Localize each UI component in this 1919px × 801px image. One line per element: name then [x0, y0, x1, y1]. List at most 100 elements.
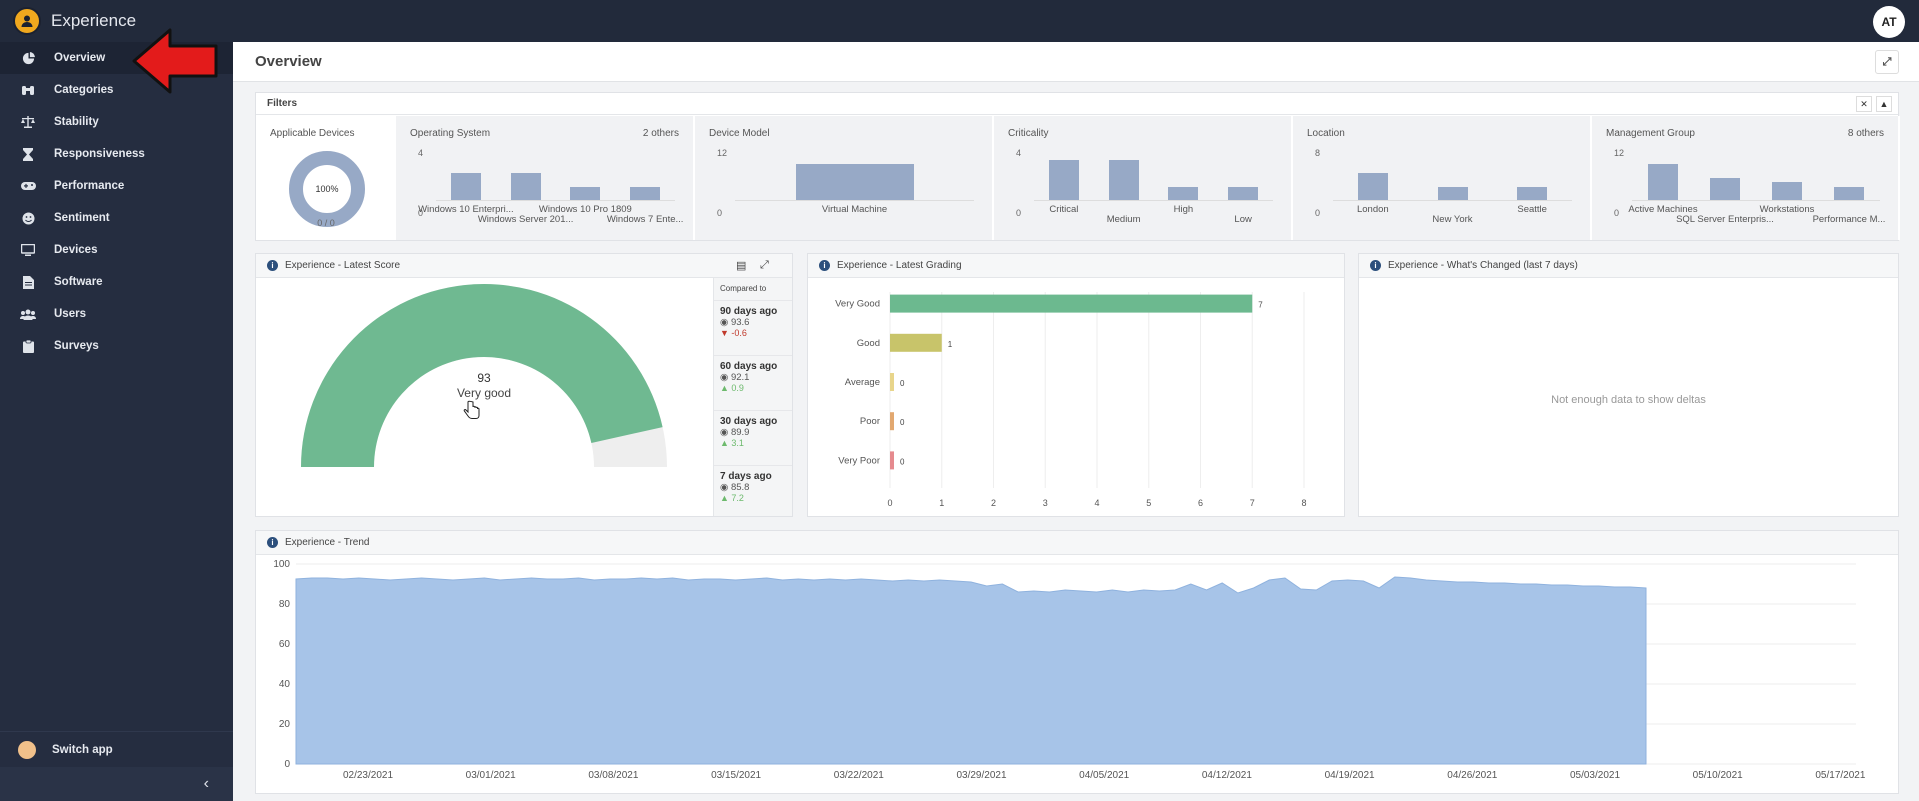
caret-up-icon: ▲ [1879, 99, 1889, 109]
filter-bar[interactable] [510, 173, 541, 200]
filter-bar[interactable] [1834, 186, 1864, 200]
filter-bar[interactable] [570, 186, 601, 200]
info-icon[interactable]: i [267, 537, 278, 548]
filter-bar[interactable] [1772, 182, 1802, 200]
filter-bar-label: London [1356, 204, 1389, 215]
expand-icon[interactable]: ⤢ [760, 259, 769, 271]
score-value: 93 [477, 371, 491, 385]
sidebar-item-label: Responsiveness [54, 148, 145, 160]
sidebar-item-categories[interactable]: Categories [0, 74, 233, 106]
x-tick-label: 05/03/2021 [1570, 770, 1620, 781]
comparison-delta: -0.6 [731, 328, 747, 338]
collapse-filters-button[interactable]: ▲ [1876, 96, 1892, 112]
bar-value-label: 7 [1258, 301, 1263, 310]
sidebar-item-stability[interactable]: Stability [0, 106, 233, 138]
filter-bar-label: SQL Server Enterpris... [1676, 214, 1774, 225]
collapse-sidebar-button[interactable]: ‹ [0, 767, 233, 801]
filter-bar[interactable] [1357, 173, 1388, 200]
filter-bar-label: Workstations [1759, 204, 1815, 215]
y-category-label: Very Good [835, 299, 880, 310]
filter-label: Operating System [410, 128, 491, 139]
x-tick-label: 04/26/2021 [1447, 770, 1497, 781]
table-view-icon[interactable]: ▤ [736, 260, 747, 272]
grading-bar[interactable] [890, 333, 942, 352]
info-icon[interactable]: i [267, 260, 278, 271]
applicable-devices-count: 0 / 0 [317, 218, 335, 228]
sidebar-item-devices[interactable]: Devices [0, 234, 233, 266]
comparison-delta-row: ▲ 7.2 [720, 493, 792, 503]
filter-bar[interactable] [1437, 186, 1468, 200]
switch-app-button[interactable]: Switch app [0, 731, 233, 767]
filter-bar-label: Windows 10 Pro 1809 [538, 204, 632, 215]
fullscreen-button[interactable]: ⤢ [1875, 50, 1899, 74]
x-tick-label: 03/01/2021 [466, 770, 516, 781]
binoculars-icon [20, 83, 36, 97]
main-content: Overview ⤢ Filters ✕ ▲ Applicable Device… [233, 42, 1919, 801]
filter-device-model[interactable]: Device Model 12 0 Virtual Machine [695, 116, 994, 240]
filter-criticality[interactable]: Criticality 4 0 Critical Medium High Low [994, 116, 1293, 240]
x-tick-label: 04/05/2021 [1079, 770, 1129, 781]
y-tick-label: 40 [279, 679, 291, 690]
app-logo-icon[interactable] [13, 7, 41, 35]
x-tick-label: 03/29/2021 [956, 770, 1006, 781]
app-title: Experience [51, 11, 137, 30]
x-tick-label: 03/15/2021 [711, 770, 761, 781]
top-bar: Experience AT [0, 0, 1919, 42]
sidebar-item-responsiveness[interactable]: Responsiveness [0, 138, 233, 170]
y-tick-label: 100 [273, 559, 290, 570]
trend-area[interactable] [295, 576, 1647, 765]
sidebar-item-users[interactable]: Users [0, 298, 233, 330]
x-tick-label: 04/12/2021 [1202, 770, 1252, 781]
grading-bar[interactable] [890, 451, 894, 470]
filter-bar[interactable] [1517, 186, 1548, 200]
filter-bar[interactable] [1108, 159, 1139, 200]
filter-operating-system[interactable]: Operating System 2 others 4 0 Windows 10 Ent… [396, 116, 695, 240]
x-tick-label: 1 [939, 498, 944, 508]
filter-label: Location [1307, 128, 1345, 139]
expand-icon: ⤢ [1882, 55, 1892, 68]
filter-location[interactable]: Location 8 0 London New York Seattle [1293, 116, 1592, 240]
filter-management-group[interactable]: Management Group 8 others 12 0 Active Machin… [1592, 116, 1900, 240]
filters-header: Filters [256, 93, 1898, 115]
filter-axis-zero: 0 [418, 208, 424, 218]
grading-bar[interactable] [890, 294, 1253, 313]
info-icon[interactable]: i [1370, 260, 1381, 271]
filter-axis-zero: 0 [1016, 208, 1022, 218]
comparison-period: 90 days ago [720, 306, 778, 317]
filter-bar[interactable] [1710, 177, 1740, 200]
page-header: Overview ⤢ [233, 42, 1919, 82]
info-icon[interactable]: i [819, 260, 830, 271]
panel-title: Experience - Latest Score [285, 260, 401, 271]
gauge-icon: ◉ [720, 482, 731, 493]
bar-value-label: 0 [900, 379, 905, 388]
switch-app-label: Switch app [52, 743, 113, 756]
comparison-delta-row: ▲ 3.1 [720, 438, 792, 448]
filter-bar[interactable] [630, 186, 661, 200]
filter-bar[interactable] [1048, 159, 1079, 200]
x-tick-label: 3 [1043, 498, 1048, 508]
user-avatar[interactable]: AT [1873, 6, 1905, 38]
filter-applicable-devices[interactable]: Applicable Devices 100% 0 / 0 [256, 116, 396, 240]
filters-title: Filters [267, 98, 298, 109]
sidebar-item-sentiment[interactable]: Sentiment [0, 202, 233, 234]
comparison-delta-row: ▼ -0.6 [720, 328, 792, 338]
filter-bar[interactable] [1168, 186, 1199, 200]
grading-bar[interactable] [890, 373, 894, 391]
panel-header: i Experience - Latest Grading [808, 254, 1344, 278]
comparison-delta: 3.1 [731, 438, 744, 448]
filter-bar[interactable] [1648, 164, 1678, 200]
grading-bar[interactable] [890, 412, 894, 431]
sidebar-item-performance[interactable]: Performance [0, 170, 233, 202]
sidebar-item-label: Surveys [54, 340, 99, 352]
sidebar-item-software[interactable]: Software [0, 266, 233, 298]
sidebar-item-surveys[interactable]: Surveys [0, 330, 233, 362]
clear-filters-button[interactable]: ✕ [1856, 96, 1872, 112]
comparison-period: 60 days ago [720, 361, 778, 372]
sidebar-item-label: Users [54, 308, 86, 320]
sidebar-item-label: Sentiment [54, 212, 110, 224]
y-category-label: Average [845, 377, 880, 388]
filter-bar[interactable] [1228, 186, 1259, 200]
gauge-icon: ◉ [720, 372, 731, 383]
filter-bar[interactable] [795, 164, 914, 200]
filter-bar[interactable] [450, 173, 481, 200]
